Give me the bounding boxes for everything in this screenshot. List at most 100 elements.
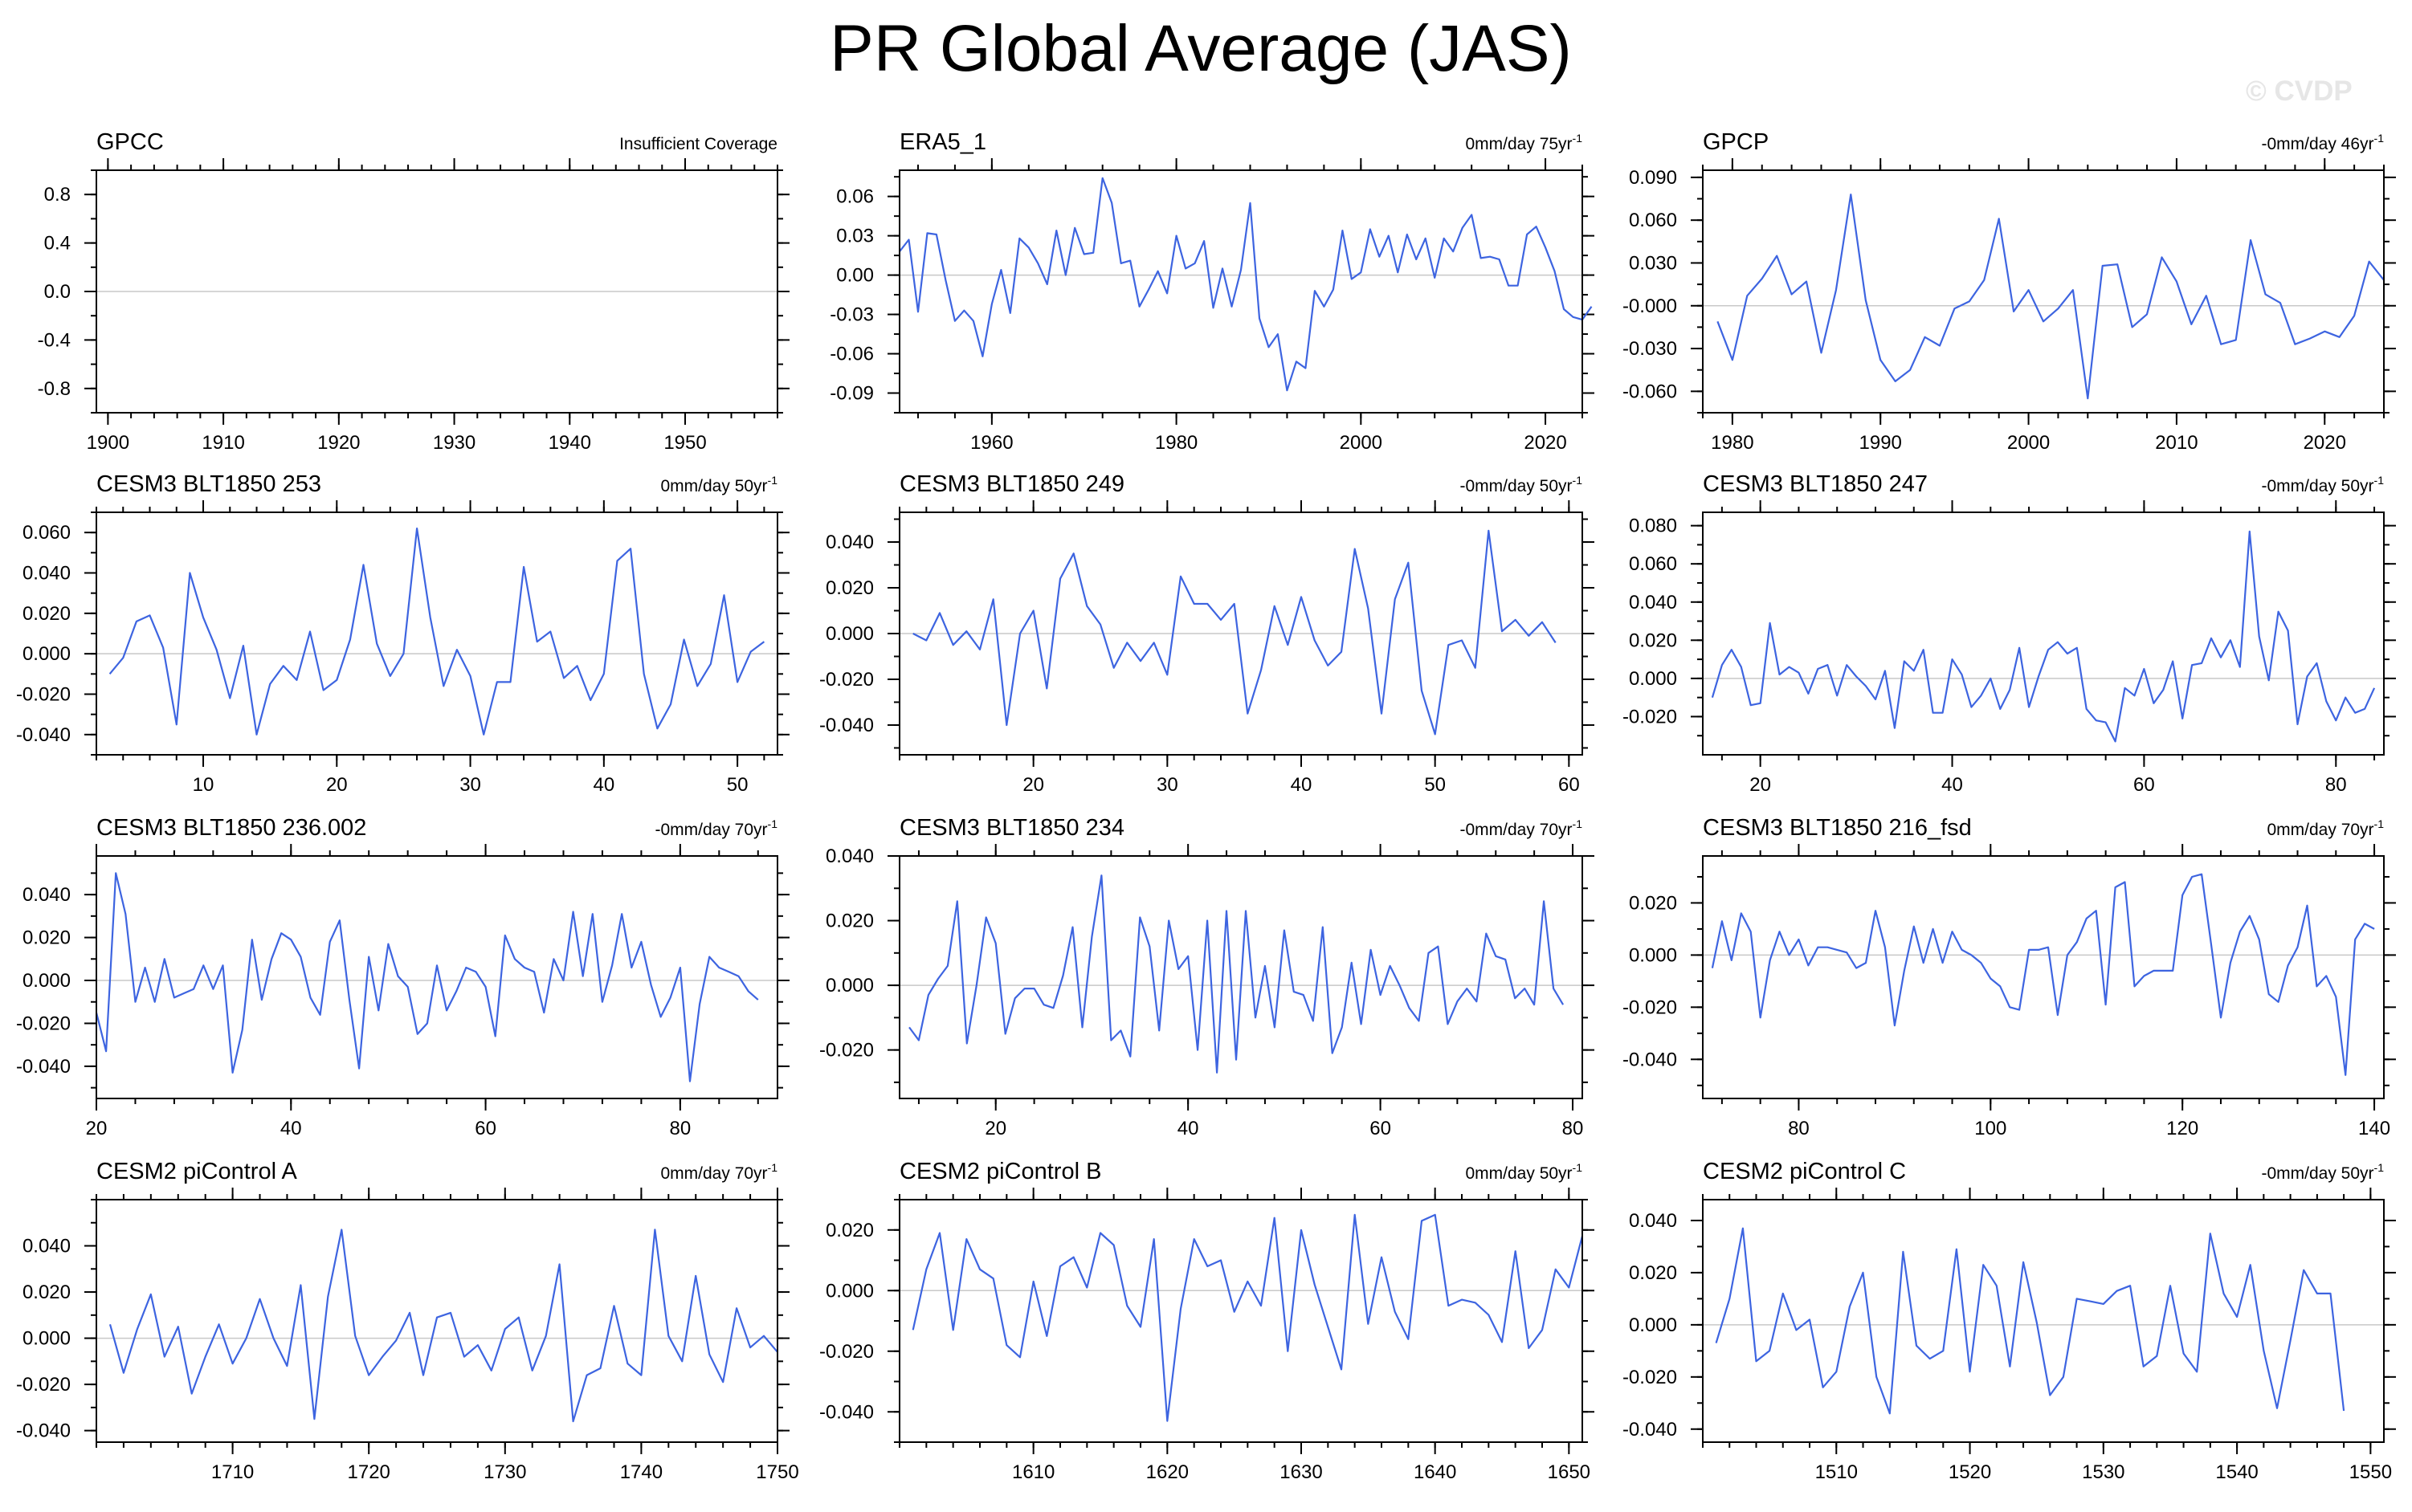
series-line (1711, 530, 2376, 743)
x-tick-label: 30 (1157, 774, 1178, 796)
y-tick-label: -0.020 (16, 684, 71, 706)
x-tick-label: 1900 (87, 432, 129, 454)
x-tick-label: 1980 (1155, 432, 1198, 454)
x-tick-label: 40 (1291, 774, 1312, 796)
panel-note: Insufficient Coverage (619, 135, 777, 153)
y-tick-label: -0.8 (38, 378, 71, 400)
y-tick-label: -0.020 (16, 1013, 71, 1034)
y-tick-label: -0.060 (1622, 381, 1677, 402)
x-tick-label: 10 (193, 774, 214, 796)
y-tick-label: -0.020 (819, 1341, 874, 1363)
x-tick-label: 60 (2133, 774, 2155, 796)
panel-8: 20 40 60 80 0.040 0.020 0.000 -0.020 CESM3 BLT18… (819, 815, 1594, 1139)
x-tick-label: 80 (670, 1118, 692, 1139)
x-tick-label: 40 (593, 774, 614, 796)
y-tick-label: 0.020 (1629, 1262, 1677, 1284)
y-tick-label: -0.040 (16, 724, 71, 746)
y-tick-label: 0.080 (1629, 516, 1677, 537)
plot-frame (899, 1199, 1583, 1443)
y-tick-label: 0.060 (22, 522, 71, 544)
panel-note: -0mm/day 46yr-1 (2262, 132, 2385, 153)
y-tick-label: -0.040 (16, 1056, 71, 1078)
panel-note: 0mm/day 75yr-1 (1466, 132, 1583, 153)
y-tick-label: -0.020 (819, 1040, 874, 1062)
x-tick-label: 2020 (1524, 432, 1566, 454)
panel-note: -0mm/day 50yr-1 (2262, 1161, 2385, 1183)
panel-note: 0mm/day 70yr-1 (2267, 817, 2385, 839)
y-tick-label: -0.020 (1622, 706, 1677, 727)
y-tick-label: -0.06 (830, 344, 874, 365)
y-tick-label: -0.040 (1622, 1419, 1677, 1441)
x-tick-label: 1620 (1146, 1461, 1189, 1483)
x-tick-label: 1540 (2215, 1461, 2258, 1483)
x-tick-label: 1960 (970, 432, 1013, 454)
y-tick-label: 0.000 (826, 975, 874, 996)
x-tick-label: 60 (1558, 774, 1580, 796)
panel-note: -0mm/day 50yr-1 (2262, 474, 2385, 495)
x-tick-label: 40 (280, 1118, 302, 1139)
panel-note: 0mm/day 70yr-1 (661, 1161, 778, 1183)
panel-title: ERA5_1 (900, 129, 986, 155)
x-tick-label: 80 (1788, 1118, 1810, 1139)
x-tick-label: 80 (1562, 1118, 1584, 1139)
y-tick-label: -0.4 (38, 329, 71, 351)
plot-frame (1702, 169, 2385, 414)
x-tick-label: 20 (86, 1118, 108, 1139)
x-tick-label: 1510 (1815, 1461, 1858, 1483)
y-tick-label: -0.03 (830, 304, 874, 326)
y-tick-label: 0.020 (826, 1220, 874, 1241)
x-tick-label: 50 (727, 774, 749, 796)
x-tick-label: 1930 (433, 432, 475, 454)
panel-10: 1710 1720 1730 1740 1750 0.040 0.020 0.000 -0.02… (16, 1159, 799, 1483)
x-tick-label: 1730 (484, 1461, 526, 1483)
y-tick-label: 0.4 (44, 233, 71, 255)
y-tick-label: 0.000 (22, 643, 71, 665)
x-tick-label: 1630 (1279, 1461, 1322, 1483)
plot-frame (899, 855, 1583, 1099)
series-line (912, 529, 1557, 736)
x-tick-label: 1750 (756, 1461, 798, 1483)
y-tick-label: 0.040 (22, 563, 71, 585)
panel-5: 20 30 40 50 60 0.040 0.020 0.000 -0.020 -0.040 CES… (819, 471, 1594, 796)
y-tick-label: 0.020 (1629, 630, 1677, 651)
x-tick-label: 1550 (2349, 1461, 2392, 1483)
x-tick-label: 40 (1177, 1118, 1199, 1139)
x-tick-label: 1950 (663, 432, 706, 454)
x-tick-label: 1720 (348, 1461, 390, 1483)
plot-frame (96, 855, 778, 1099)
panel-9: 80 100 120 140 0.020 0.000 -0.020 -0.040 CESM3 B… (1622, 815, 2396, 1139)
y-tick-label: -0.09 (830, 383, 874, 405)
plot-frame (899, 511, 1583, 756)
panel-6: 20 40 60 80 0.080 0.060 0.040 0.020 0.000 -0.020 C… (1622, 471, 2396, 796)
x-tick-label: 120 (2166, 1118, 2198, 1139)
x-tick-label: 20 (985, 1118, 1006, 1139)
plot-frame (96, 1199, 778, 1443)
x-tick-label: 40 (1941, 774, 1963, 796)
plot-frame (96, 169, 778, 414)
y-tick-label: -0.040 (819, 715, 874, 736)
x-tick-label: 1650 (1548, 1461, 1590, 1483)
panel-title: CESM2 piControl B (900, 1159, 1101, 1184)
x-tick-label: 50 (1424, 774, 1446, 796)
y-tick-label: -0.020 (1622, 1367, 1677, 1388)
x-tick-label: 1710 (211, 1461, 254, 1483)
plot-frame (1702, 855, 2385, 1099)
panel-title: CESM3 BLT1850 216_fsd (1703, 815, 1972, 841)
y-tick-label: 0.00 (836, 265, 874, 287)
panel-2: 1960 1980 2000 2020 0.06 0.03 0.00 -0.03 -0.06 -0… (830, 129, 1594, 454)
y-tick-label: 0.040 (826, 846, 874, 867)
panel-title: CESM2 piControl A (96, 1159, 297, 1184)
x-tick-label: 1920 (317, 432, 360, 454)
series-line (1716, 194, 2385, 400)
panel-title: CESM2 piControl C (1703, 1159, 1906, 1184)
y-tick-label: 0.030 (1629, 252, 1677, 274)
y-tick-label: 0.020 (22, 927, 71, 949)
panel-title: CESM3 BLT1850 247 (1703, 471, 1928, 497)
x-tick-label: 60 (1369, 1118, 1391, 1139)
x-tick-label: 20 (1749, 774, 1771, 796)
y-tick-label: 0.090 (1629, 167, 1677, 189)
panel-title: CESM3 BLT1850 249 (900, 471, 1124, 497)
x-tick-label: 1610 (1012, 1461, 1055, 1483)
y-tick-label: 0.000 (1629, 668, 1677, 690)
